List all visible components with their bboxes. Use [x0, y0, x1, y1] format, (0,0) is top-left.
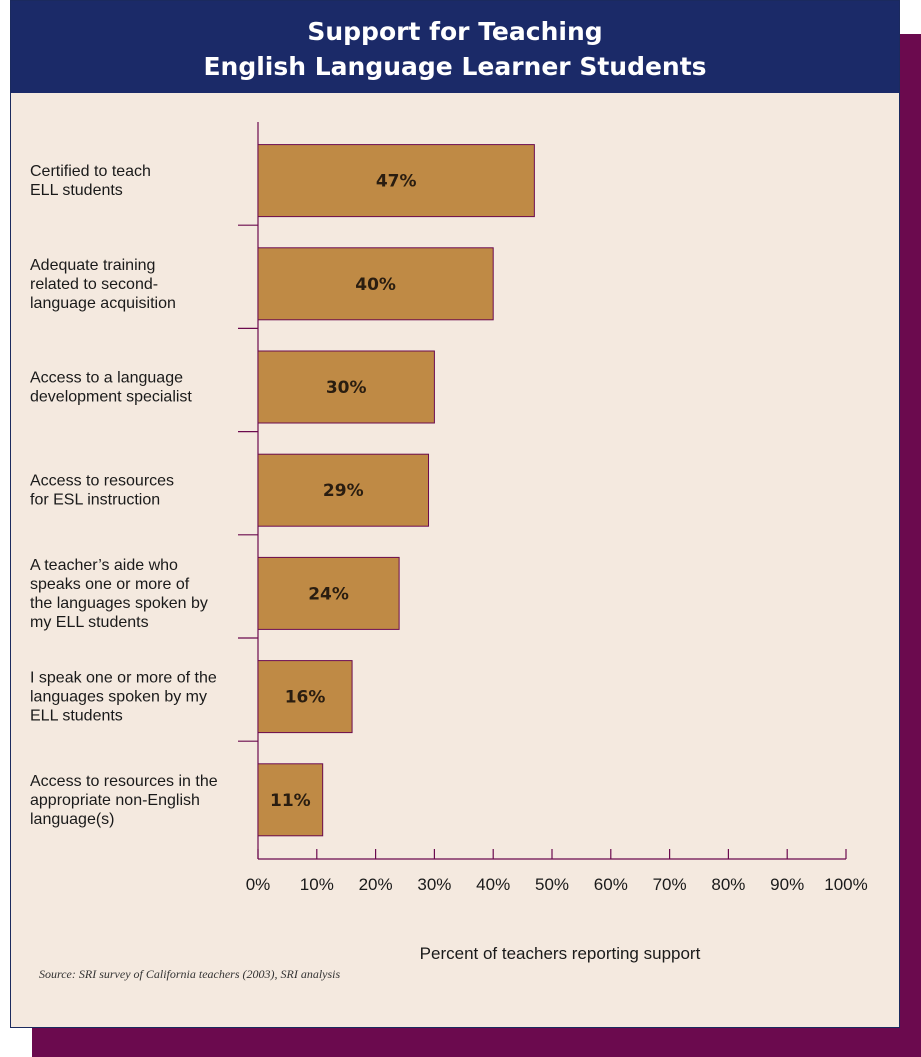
chart-title: Support for Teaching	[307, 17, 603, 46]
bar	[257, 247, 494, 321]
bar	[257, 453, 430, 527]
category-label: Certified to teach ELL students	[30, 163, 151, 199]
bar	[257, 763, 324, 837]
x-tick-label: 90%	[770, 875, 804, 894]
x-tick-label: 60%	[594, 875, 628, 894]
x-tick-label: 0%	[246, 875, 271, 894]
category-label: Access to a language development speciali…	[30, 370, 192, 406]
x-axis-title: Percent of teachers reporting support	[420, 944, 701, 963]
x-tick-label: 40%	[476, 875, 510, 894]
category-label: Access to resources for ESL instruction	[30, 473, 174, 509]
bar-value-label: 16%	[285, 688, 326, 708]
bar-value-label: 11%	[270, 791, 311, 811]
source-note: Source: SRI survey of California teacher…	[39, 967, 341, 981]
x-tick-label: 50%	[535, 875, 569, 894]
bar-value-label: 47%	[376, 172, 417, 192]
chart-subtitle: English Language Learner Students	[203, 52, 707, 81]
bar-value-label: 29%	[323, 481, 364, 501]
bar-value-label: 40%	[355, 275, 396, 295]
category-label: I speak one or more of the languages spok…	[30, 670, 217, 725]
x-tick-label: 20%	[359, 875, 393, 894]
x-tick-label: 10%	[300, 875, 334, 894]
bar	[257, 660, 353, 734]
x-tick-label: 100%	[824, 875, 867, 894]
bar-value-label: 30%	[326, 378, 367, 398]
category-label: Access to resources in the appropriate no…	[30, 773, 218, 828]
bar-value-label: 24%	[308, 584, 349, 604]
bar	[257, 350, 435, 424]
bar	[257, 144, 535, 218]
category-label: A teacher’s aide who speaks one or more o…	[30, 557, 208, 631]
bar	[257, 556, 400, 630]
category-label: Adequate training related to second-langu…	[30, 257, 176, 312]
x-tick-label: 30%	[417, 875, 451, 894]
x-tick-label: 80%	[711, 875, 745, 894]
chart-header: Support for Teaching English Language Le…	[11, 1, 899, 93]
x-tick-label: 70%	[653, 875, 687, 894]
